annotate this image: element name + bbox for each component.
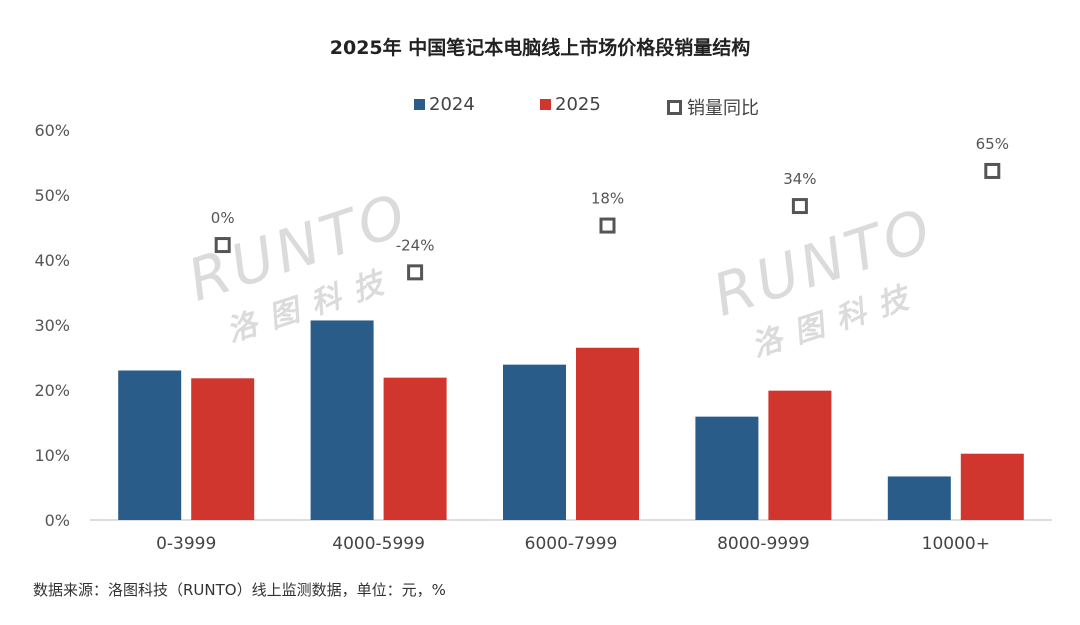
y-tick-label: 20% bbox=[34, 381, 70, 400]
chart-title: 2025年 中国笔记本电脑线上市场价格段销量结构 bbox=[329, 37, 751, 59]
bar-2024-8000-9999 bbox=[695, 416, 759, 520]
legend-item-yoy: 销量同比 bbox=[667, 94, 759, 120]
legend-item-2025: 2025 bbox=[540, 94, 601, 115]
bar-2024-6000-7999 bbox=[503, 364, 566, 520]
y-tick-label: 30% bbox=[34, 316, 70, 335]
legend-label-2024: 2024 bbox=[429, 94, 475, 115]
legend-swatch-2024 bbox=[414, 99, 425, 110]
bar-2024-0-3999 bbox=[118, 370, 182, 520]
bar-2025-8000-9999 bbox=[768, 390, 832, 520]
yoy-marker bbox=[599, 217, 616, 234]
bar-2025-4000-5999 bbox=[383, 377, 447, 520]
yoy-data-label: 34% bbox=[783, 170, 816, 188]
yoy-marker bbox=[214, 237, 231, 254]
y-tick-label: 60% bbox=[34, 121, 70, 140]
bar-2025-0-3999 bbox=[191, 378, 255, 520]
y-tick-label: 10% bbox=[34, 446, 70, 465]
legend: 2024 2025 销量同比 bbox=[0, 94, 1080, 120]
y-tick-label: 0% bbox=[45, 511, 70, 530]
yoy-data-label: -24% bbox=[396, 236, 435, 254]
yoy-marker bbox=[984, 162, 1001, 179]
yoy-marker bbox=[791, 198, 808, 215]
yoy-data-label: 65% bbox=[976, 135, 1009, 153]
legend-item-2024: 2024 bbox=[414, 94, 475, 115]
bar-2025-6000-7999 bbox=[576, 347, 639, 520]
x-tick-label: 6000-7999 bbox=[525, 534, 618, 554]
legend-marker-yoy bbox=[667, 99, 682, 115]
bar-2025-10000+ bbox=[960, 453, 1024, 520]
x-tick-label: 0-3999 bbox=[156, 534, 216, 554]
x-tick-label: 10000+ bbox=[922, 534, 990, 554]
x-tick-label: 8000-9999 bbox=[717, 534, 810, 554]
yoy-data-label: 0% bbox=[211, 209, 235, 227]
yoy-data-label: 18% bbox=[591, 190, 624, 208]
y-tick-label: 40% bbox=[34, 251, 70, 270]
legend-label-yoy: 销量同比 bbox=[687, 98, 759, 119]
yoy-marker bbox=[407, 264, 424, 281]
y-tick-label: 50% bbox=[34, 186, 70, 205]
source-note: 数据来源：洛图科技（RUNTO）线上监测数据，单位：元，% bbox=[33, 581, 446, 599]
legend-swatch-2025 bbox=[540, 99, 551, 110]
bar-2024-4000-5999 bbox=[310, 320, 374, 520]
legend-label-2025: 2025 bbox=[555, 94, 601, 115]
bar-2024-10000+ bbox=[887, 476, 951, 520]
x-tick-label: 4000-5999 bbox=[332, 534, 425, 554]
